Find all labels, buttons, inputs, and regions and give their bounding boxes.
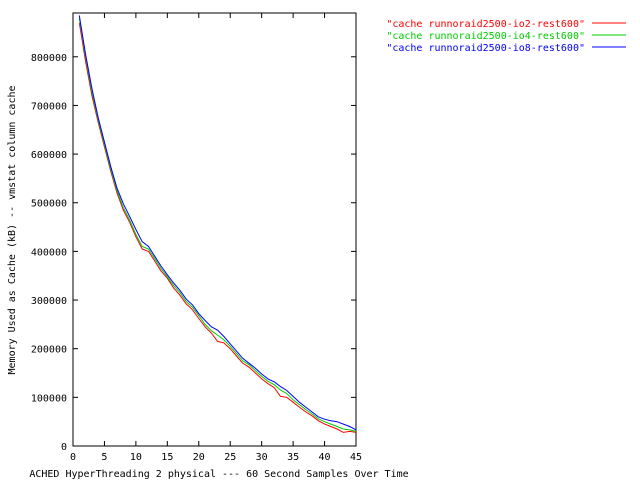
x-tick-label: 20 [193, 452, 205, 463]
y-axis-label: Memory Used as Cache (kB) -- vmstat colu… [7, 86, 18, 375]
series-line-2 [78, 17, 357, 432]
x-tick-label: 10 [130, 452, 142, 463]
chart-legend: "cache runnoraid2500-io2-rest600""cache … [386, 19, 626, 54]
y-tick-label: 0 [61, 442, 67, 453]
y-tick-label: 800000 [31, 53, 67, 64]
series-line-1 [78, 22, 357, 433]
x-tick-label: 5 [101, 452, 107, 463]
x-tick-label: 45 [350, 452, 362, 463]
x-tick-label: 40 [319, 452, 331, 463]
x-tick-label: 30 [256, 452, 268, 463]
chart-axes: 0 5 10 15 20 25 30 35 40 45 0 100000 200000 300000 400… [31, 12, 362, 463]
y-tick-label: 200000 [31, 345, 67, 356]
y-tick-label: 500000 [31, 199, 67, 210]
chart-series [78, 15, 357, 433]
legend-label-1: "cache runnoraid2500-io2-rest600" [386, 19, 585, 30]
legend-label-3: "cache runnoraid2500-io8-rest600" [386, 43, 585, 54]
x-axis-label: ACHED HyperThreading 2 physical --- 60 S… [29, 469, 408, 480]
y-tick-label: 700000 [31, 101, 67, 112]
y-tick-label: 400000 [31, 247, 67, 258]
legend-label-2: "cache runnoraid2500-io4-rest600" [386, 31, 585, 42]
y-tick-label: 600000 [31, 150, 67, 161]
y-tick-label: 300000 [31, 296, 67, 307]
series-line-3 [78, 15, 357, 431]
x-tick-label: 15 [161, 452, 173, 463]
plot-frame [72, 12, 357, 447]
x-tick-label: 0 [70, 452, 76, 463]
y-tick-label: 100000 [31, 393, 67, 404]
x-tick-label: 25 [224, 452, 236, 463]
x-tick-label: 35 [287, 452, 299, 463]
